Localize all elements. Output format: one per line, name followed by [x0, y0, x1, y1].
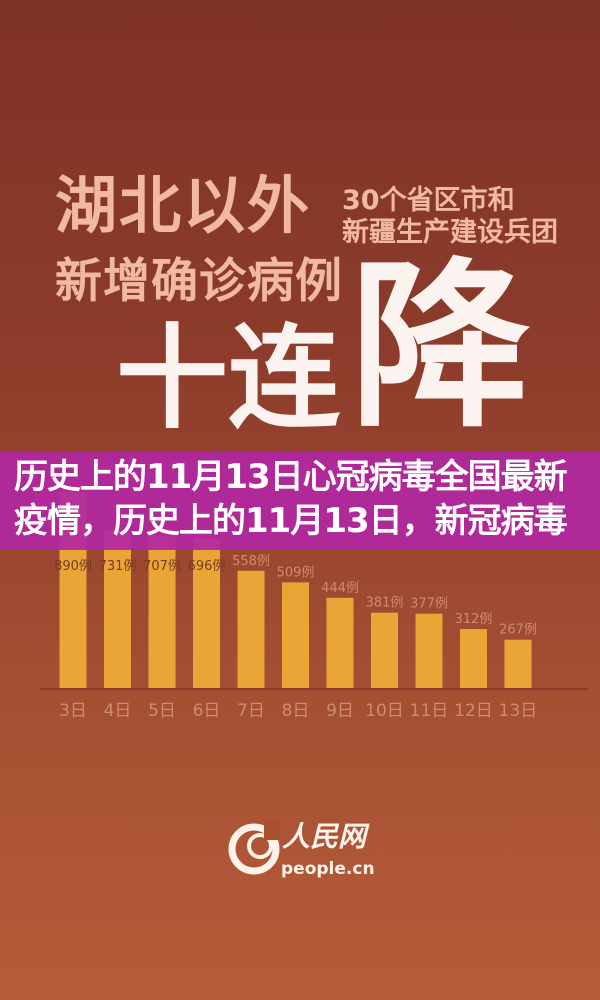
- x-tick-label: 5日: [148, 701, 176, 721]
- bar: [460, 629, 487, 688]
- headline-title: 湖北以外: [55, 169, 312, 242]
- bar: [326, 597, 354, 688]
- bar: [104, 529, 131, 688]
- x-tick-label: 13日: [499, 701, 538, 721]
- big-text-ten-consecutive: 十连: [116, 314, 340, 444]
- bar: [282, 582, 309, 688]
- data-label: 558例: [232, 554, 270, 569]
- big-text-decline: 降: [350, 243, 531, 452]
- data-label: 312例: [455, 612, 493, 627]
- x-tick-label: 4日: [104, 701, 132, 721]
- x-tick-label: 3日: [59, 701, 87, 721]
- data-label: 377例: [410, 597, 448, 612]
- data-label: 731例: [99, 559, 137, 574]
- x-tick-label: 10日: [365, 701, 404, 721]
- x-tick-label: 12日: [454, 701, 493, 721]
- data-label: 444例: [321, 581, 359, 596]
- article-title-banner[interactable]: 历史上的11月13日心冠病毒全国最新 疫情，历史上的11月13日，新冠病毒: [0, 452, 600, 550]
- region-note-line2: 新疆生产建设兵团: [342, 217, 558, 248]
- x-tick-label: 7日: [237, 701, 265, 721]
- bar: [415, 613, 443, 688]
- logo-text-cn: 人民网: [282, 820, 367, 853]
- x-tick-label: 9日: [326, 701, 354, 721]
- bar: [193, 538, 220, 688]
- data-label: 509例: [277, 565, 315, 580]
- data-label: 890例: [54, 559, 92, 574]
- data-label: 707例: [143, 559, 181, 574]
- x-tick-label: 8日: [282, 701, 310, 721]
- article-title-line2: 疫情，历史上的11月13日，新冠病毒: [14, 501, 568, 541]
- region-note-line1: 30个省区市和: [342, 185, 515, 216]
- data-label: 267例: [499, 623, 537, 638]
- data-label: 696例: [188, 559, 226, 574]
- people-cn-logo-icon: [228, 820, 280, 875]
- bar: [237, 570, 265, 688]
- x-tick-label: 6日: [193, 701, 221, 721]
- bar: [504, 639, 532, 688]
- logo-text-en: people.cn: [281, 859, 375, 879]
- x-tick-label: 11日: [410, 701, 449, 721]
- data-label: 381例: [366, 596, 404, 611]
- headline-subtitle: 新增确诊病例: [55, 254, 343, 309]
- article-title-line1: 历史上的11月13日心冠病毒全国最新: [14, 457, 568, 497]
- bar: [148, 535, 176, 688]
- bar: [371, 612, 398, 688]
